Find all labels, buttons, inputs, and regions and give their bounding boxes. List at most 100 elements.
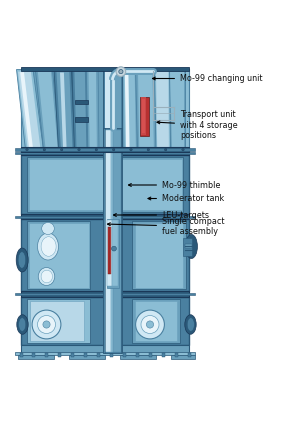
Circle shape xyxy=(182,148,184,151)
Bar xyxy=(75,117,88,122)
Bar xyxy=(142,99,145,134)
Bar xyxy=(84,353,87,357)
Polygon shape xyxy=(38,72,58,149)
Bar xyxy=(107,220,112,286)
Circle shape xyxy=(38,315,56,334)
Polygon shape xyxy=(18,72,40,149)
Ellipse shape xyxy=(16,248,28,272)
Ellipse shape xyxy=(185,315,196,334)
Bar xyxy=(132,298,180,343)
Polygon shape xyxy=(169,70,185,150)
Circle shape xyxy=(78,148,80,151)
Text: Mo-99 thimble: Mo-99 thimble xyxy=(128,181,220,190)
Circle shape xyxy=(43,148,46,151)
Circle shape xyxy=(147,148,149,151)
Polygon shape xyxy=(56,72,73,149)
Bar xyxy=(21,219,189,291)
Circle shape xyxy=(116,67,126,76)
Bar xyxy=(112,220,118,286)
Bar xyxy=(27,71,183,149)
Bar xyxy=(58,353,61,357)
Circle shape xyxy=(146,321,154,328)
Ellipse shape xyxy=(17,315,28,334)
Polygon shape xyxy=(122,70,138,150)
Ellipse shape xyxy=(42,223,54,234)
Circle shape xyxy=(112,246,116,251)
Bar xyxy=(175,353,178,357)
Bar xyxy=(111,70,113,149)
Ellipse shape xyxy=(38,268,55,285)
Bar xyxy=(15,352,195,355)
Polygon shape xyxy=(35,70,60,150)
Circle shape xyxy=(43,321,50,328)
Polygon shape xyxy=(16,70,44,150)
Ellipse shape xyxy=(187,318,194,331)
Bar xyxy=(15,215,195,218)
Bar xyxy=(103,128,122,353)
Circle shape xyxy=(130,148,132,151)
Circle shape xyxy=(119,70,123,74)
Bar xyxy=(141,98,146,134)
Bar xyxy=(113,70,121,149)
Bar xyxy=(105,129,111,351)
Bar xyxy=(27,221,90,290)
Bar xyxy=(183,237,192,256)
Text: Mo-99 changing unit: Mo-99 changing unit xyxy=(152,74,262,83)
Polygon shape xyxy=(124,72,136,149)
Circle shape xyxy=(141,315,159,334)
Bar xyxy=(110,227,111,273)
Polygon shape xyxy=(60,73,67,148)
Bar xyxy=(162,353,165,357)
Ellipse shape xyxy=(19,318,26,331)
Polygon shape xyxy=(20,72,33,148)
Polygon shape xyxy=(74,72,86,149)
Circle shape xyxy=(136,310,164,339)
Bar xyxy=(171,355,195,359)
Bar xyxy=(132,221,186,290)
Ellipse shape xyxy=(185,234,197,259)
Circle shape xyxy=(61,148,63,151)
Bar xyxy=(15,293,195,296)
Bar xyxy=(28,159,182,210)
Circle shape xyxy=(26,148,28,151)
Polygon shape xyxy=(72,70,88,150)
Circle shape xyxy=(95,148,98,151)
Bar xyxy=(188,353,190,357)
Text: Moderator tank: Moderator tank xyxy=(148,194,224,203)
Bar xyxy=(21,155,189,214)
Bar xyxy=(27,298,90,343)
Bar xyxy=(97,353,100,357)
Ellipse shape xyxy=(38,233,58,260)
Bar xyxy=(110,353,113,357)
Bar xyxy=(135,223,183,287)
Polygon shape xyxy=(125,72,130,148)
Bar xyxy=(21,67,189,71)
Bar xyxy=(45,353,48,357)
Ellipse shape xyxy=(41,270,52,283)
Bar xyxy=(32,353,35,357)
Polygon shape xyxy=(54,70,75,150)
Bar xyxy=(113,129,121,351)
Bar xyxy=(120,355,156,359)
Bar xyxy=(27,157,183,212)
Polygon shape xyxy=(156,72,169,149)
Bar xyxy=(21,291,189,297)
Text: LEU-targets: LEU-targets xyxy=(113,210,209,220)
Polygon shape xyxy=(136,70,156,150)
Bar xyxy=(185,243,192,248)
Bar xyxy=(15,148,195,151)
Circle shape xyxy=(112,148,115,151)
Bar xyxy=(15,152,195,154)
Bar xyxy=(21,214,189,219)
Bar xyxy=(108,227,110,273)
Bar xyxy=(69,355,105,359)
Bar xyxy=(21,297,189,345)
Polygon shape xyxy=(88,72,97,149)
Polygon shape xyxy=(170,72,184,149)
Circle shape xyxy=(32,310,61,339)
Bar xyxy=(136,353,139,357)
Circle shape xyxy=(164,148,167,151)
Bar xyxy=(135,301,177,341)
Bar xyxy=(106,219,119,287)
Bar xyxy=(149,353,152,357)
